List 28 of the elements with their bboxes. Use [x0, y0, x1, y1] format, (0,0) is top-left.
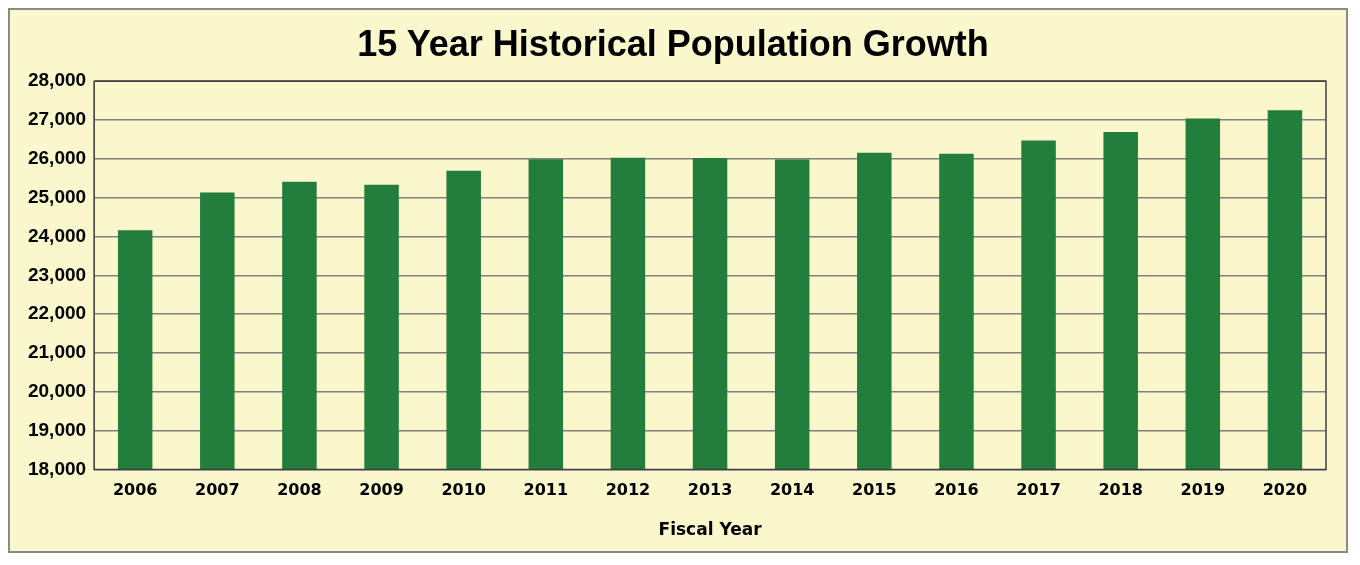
- x-tick-label: 2012: [605, 480, 651, 500]
- x-tick-label: 2020: [1262, 480, 1308, 500]
- x-tick-label: 2006: [112, 480, 158, 500]
- y-tick-label: 22,000: [27, 302, 87, 324]
- y-tick-label: 23,000: [27, 263, 87, 285]
- x-tick-label: 2019: [1180, 480, 1226, 500]
- y-tick-label: 21,000: [27, 341, 87, 363]
- x-tick-label: 2008: [277, 480, 322, 500]
- y-tick-label: 28,000: [27, 69, 87, 91]
- y-tick-label: 25,000: [27, 185, 87, 207]
- x-tick-label: 2010: [441, 480, 486, 500]
- y-tick-label: 19,000: [27, 418, 87, 440]
- x-tick-label: 2018: [1098, 480, 1143, 500]
- y-tick-label: 24,000: [27, 224, 87, 246]
- x-tick-label: 2014: [769, 480, 815, 500]
- x-tick-label: 2009: [359, 480, 404, 500]
- x-tick-label: 2015: [852, 480, 897, 500]
- x-tick-label: 2007: [195, 480, 240, 500]
- x-tick-label: 2016: [934, 480, 979, 500]
- y-tick-label: 26,000: [27, 147, 87, 169]
- x-tick-label: 2013: [687, 480, 733, 500]
- y-tick-label: 27,000: [27, 108, 87, 130]
- chart-title: 15 Year Historical Population Growth: [357, 22, 989, 64]
- y-tick-label: 18,000: [27, 457, 87, 479]
- x-tick-label: 2011: [523, 480, 569, 500]
- x-tick-label: 2017: [1016, 480, 1061, 500]
- y-tick-label: 20,000: [27, 379, 87, 401]
- x-axis-title: Fiscal Year: [658, 519, 763, 540]
